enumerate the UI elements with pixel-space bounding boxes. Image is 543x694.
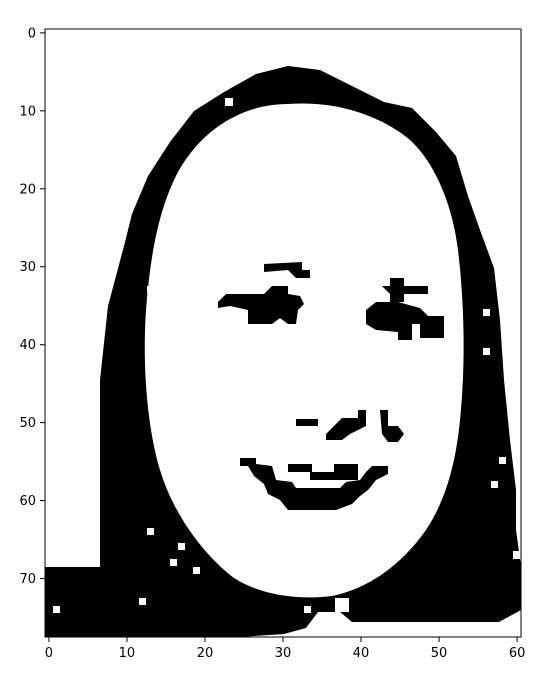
hair-highlight [483,309,490,316]
left-eyebrow [264,262,310,278]
x-tick-label: 0 [45,646,53,661]
face-skin [144,103,464,598]
y-tick-label: 20 [19,182,36,197]
hair-highlight [499,457,506,464]
x-tick-label: 10 [119,646,136,661]
nose-right [326,410,404,442]
y-tick-label: 70 [19,572,36,587]
hair-highlight [193,567,200,574]
y-tick-label: 50 [19,416,36,431]
y-tick-label: 60 [19,494,36,509]
hair-highlight [491,481,498,488]
left-eye [218,286,304,324]
portrait-image [45,66,521,637]
hair-highlight [170,559,177,566]
x-tick-label: 20 [197,646,214,661]
right-eyebrow [390,278,428,302]
hair-highlight [178,543,185,550]
x-tick-label: 40 [353,646,370,661]
hair-highlight [147,286,154,293]
x-tick-label: 60 [509,646,526,661]
hair-highlight [483,348,490,355]
hair-highlight [304,606,311,613]
y-tick-label: 40 [19,338,36,353]
y-axis: 0 10 20 30 40 50 60 70 [19,26,45,587]
right-eye [366,286,444,340]
hair-highlight [513,551,521,559]
hair-highlight [225,98,233,106]
hair-highlight [335,598,349,612]
y-tick-label: 0 [28,26,36,41]
hair-highlight [178,176,185,183]
y-tick-label: 10 [19,104,36,119]
mouth [240,458,388,510]
hair-highlight [139,598,146,605]
x-tick-label: 50 [431,646,448,661]
x-axis: 0 10 20 30 40 50 60 [45,637,526,661]
hair-highlight [147,528,154,535]
hair-highlight [53,606,60,613]
x-tick-label: 30 [275,646,292,661]
nose-left [296,419,318,426]
plot-area [44,28,522,638]
y-tick-label: 30 [19,260,36,275]
